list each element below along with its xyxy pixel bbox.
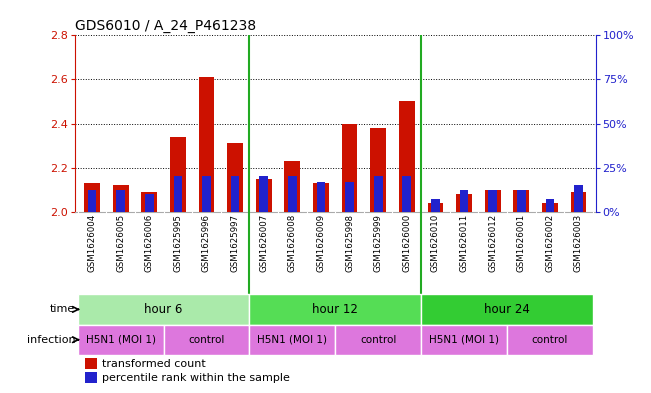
Text: GSM1626003: GSM1626003 — [574, 214, 583, 272]
Text: GSM1626000: GSM1626000 — [402, 214, 411, 272]
Text: GSM1625995: GSM1625995 — [173, 214, 182, 272]
Bar — [342, 123, 357, 212]
Bar — [284, 161, 300, 212]
Bar — [84, 183, 100, 212]
Bar — [460, 191, 468, 212]
Text: GSM1626004: GSM1626004 — [87, 214, 96, 272]
Bar — [421, 294, 593, 325]
Bar — [259, 176, 268, 212]
Bar — [546, 199, 554, 212]
Bar — [88, 191, 96, 212]
Text: infection: infection — [27, 335, 76, 345]
Bar — [370, 128, 386, 212]
Text: hour 6: hour 6 — [145, 303, 183, 316]
Bar — [517, 191, 525, 212]
Bar — [574, 185, 583, 212]
Bar — [141, 192, 157, 212]
Text: GSM1625998: GSM1625998 — [345, 214, 354, 272]
Bar — [145, 194, 154, 212]
Bar — [485, 189, 501, 212]
Bar — [313, 183, 329, 212]
Bar — [456, 194, 472, 212]
Bar — [428, 203, 443, 212]
Bar — [335, 325, 421, 355]
Text: transformed count: transformed count — [102, 359, 206, 369]
Text: H5N1 (MOI 1): H5N1 (MOI 1) — [429, 335, 499, 345]
Bar — [113, 185, 128, 212]
Text: GSM1626009: GSM1626009 — [316, 214, 326, 272]
Bar — [163, 325, 249, 355]
Text: GSM1626010: GSM1626010 — [431, 214, 440, 272]
Bar — [488, 191, 497, 212]
Text: GSM1626008: GSM1626008 — [288, 214, 297, 272]
Bar — [316, 182, 326, 212]
Bar — [256, 178, 271, 212]
Bar — [249, 294, 421, 325]
Bar — [249, 325, 335, 355]
Text: hour 12: hour 12 — [312, 303, 358, 316]
Text: control: control — [532, 335, 568, 345]
Bar — [170, 137, 186, 212]
Bar — [402, 176, 411, 212]
Text: GSM1626002: GSM1626002 — [546, 214, 555, 272]
Bar — [174, 176, 182, 212]
Bar — [542, 203, 558, 212]
Bar — [399, 101, 415, 212]
Text: GDS6010 / A_24_P461238: GDS6010 / A_24_P461238 — [75, 19, 256, 33]
Text: GSM1625996: GSM1625996 — [202, 214, 211, 272]
Bar — [117, 191, 125, 212]
Text: GSM1625997: GSM1625997 — [230, 214, 240, 272]
Bar — [77, 294, 249, 325]
Text: control: control — [188, 335, 225, 345]
Text: GSM1625999: GSM1625999 — [374, 214, 383, 272]
Bar — [507, 325, 593, 355]
Bar — [571, 192, 587, 212]
Text: GSM1626001: GSM1626001 — [517, 214, 526, 272]
Text: time: time — [50, 305, 76, 314]
Text: GSM1626011: GSM1626011 — [460, 214, 469, 272]
Bar — [231, 176, 240, 212]
Bar — [514, 189, 529, 212]
Text: GSM1626005: GSM1626005 — [116, 214, 125, 272]
Text: H5N1 (MOI 1): H5N1 (MOI 1) — [257, 335, 327, 345]
Bar — [85, 372, 97, 383]
Bar — [199, 77, 214, 212]
Bar — [345, 182, 354, 212]
Text: hour 24: hour 24 — [484, 303, 530, 316]
Bar — [202, 176, 211, 212]
Text: percentile rank within the sample: percentile rank within the sample — [102, 373, 290, 382]
Bar — [77, 325, 163, 355]
Text: GSM1626006: GSM1626006 — [145, 214, 154, 272]
Bar — [288, 176, 297, 212]
Bar — [421, 325, 507, 355]
Text: control: control — [360, 335, 396, 345]
Bar — [227, 143, 243, 212]
Bar — [431, 199, 439, 212]
Bar — [374, 176, 383, 212]
Text: GSM1626007: GSM1626007 — [259, 214, 268, 272]
Bar — [85, 358, 97, 369]
Text: GSM1626012: GSM1626012 — [488, 214, 497, 272]
Text: H5N1 (MOI 1): H5N1 (MOI 1) — [86, 335, 156, 345]
